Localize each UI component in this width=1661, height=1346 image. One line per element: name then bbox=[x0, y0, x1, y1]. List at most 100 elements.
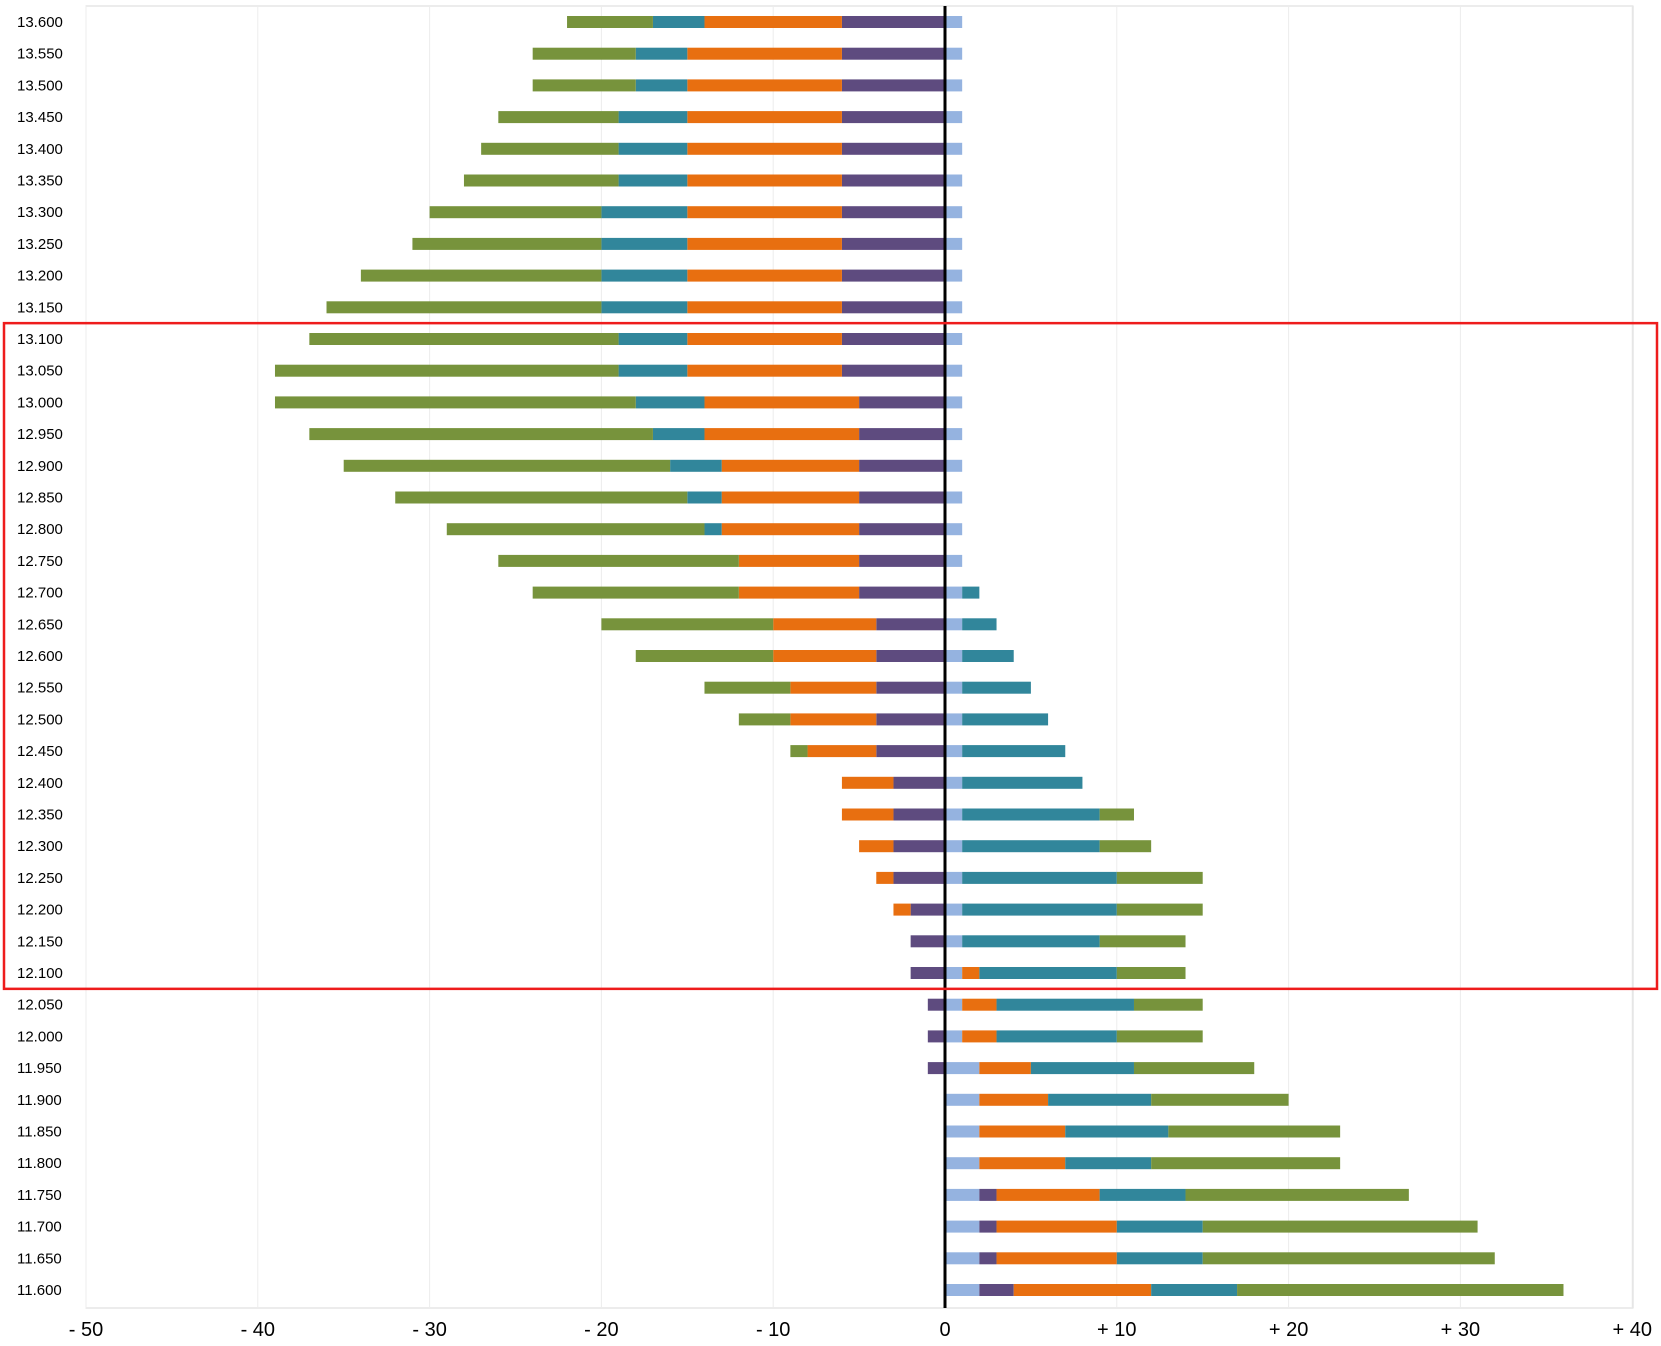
bar-segment-teal bbox=[1099, 1188, 1186, 1201]
bar-segment-green bbox=[395, 491, 688, 504]
bar-segment-orange bbox=[704, 428, 860, 441]
bar-segment-green bbox=[1133, 998, 1203, 1011]
bar-segment-teal bbox=[962, 713, 1049, 726]
x-tick-label: + 10 bbox=[1097, 1319, 1136, 1341]
bar-segment-purple bbox=[979, 1284, 1014, 1296]
y-tick-label: 12.050 bbox=[17, 997, 63, 1014]
bar-segment-lightblue bbox=[945, 713, 963, 726]
bar-segment-teal bbox=[996, 1030, 1117, 1043]
y-tick-label: 11.900 bbox=[17, 1092, 62, 1109]
bar-segment-green bbox=[309, 428, 653, 441]
bar-segment-purple bbox=[876, 713, 945, 726]
bar-segment-green bbox=[309, 333, 619, 345]
y-tick-labels: 13.600 13.550 13.500 13.450 13.400 13.350 13.3… bbox=[17, 14, 63, 1299]
bar-segment-green bbox=[1185, 1188, 1409, 1201]
bar-segment-teal bbox=[962, 745, 1066, 758]
bar-segment-green bbox=[1202, 1252, 1495, 1265]
bar-segment-green bbox=[274, 364, 619, 377]
bar-segment-green bbox=[567, 16, 653, 28]
bar-segment-orange bbox=[996, 1220, 1117, 1233]
bar-segment-purple bbox=[927, 998, 945, 1011]
bar-segment-orange bbox=[979, 1062, 1031, 1075]
bar-segment-lightblue bbox=[945, 967, 963, 979]
bar-segment-orange bbox=[687, 269, 842, 282]
bar-segment-purple bbox=[876, 618, 945, 631]
highlight-box bbox=[2, 321, 1659, 991]
x-tick-label: - 50 bbox=[69, 1319, 103, 1341]
bar-segment-orange bbox=[773, 650, 877, 662]
bar-segment-orange bbox=[687, 111, 842, 124]
bar-segment-orange bbox=[962, 1030, 997, 1043]
bar-segment-green bbox=[274, 396, 636, 409]
bar-segment-green bbox=[1116, 903, 1203, 916]
bar-segment-teal bbox=[1151, 1284, 1238, 1296]
bar-segment-lightblue bbox=[945, 47, 963, 60]
bar-segment-orange bbox=[979, 1093, 1049, 1106]
bar-segment-teal bbox=[670, 459, 722, 472]
bars bbox=[274, 16, 1564, 1296]
grid-lines bbox=[85, 6, 1633, 1308]
bar-segment-orange bbox=[687, 142, 842, 155]
bar-segment-teal bbox=[618, 142, 688, 155]
bar-segment-lightblue bbox=[945, 333, 963, 345]
bar-segment-lightblue bbox=[945, 142, 963, 155]
bar-segment-green bbox=[481, 142, 619, 155]
bar-segment-purple bbox=[841, 16, 945, 28]
x-tick-label: + 40 bbox=[1612, 1319, 1651, 1341]
bar-segment-orange bbox=[687, 237, 842, 250]
bar-segment-teal bbox=[962, 935, 1100, 948]
bar-segment-teal bbox=[962, 681, 1031, 694]
bar-segment-green bbox=[532, 586, 739, 599]
bar-segment-lightblue bbox=[945, 269, 963, 282]
y-tick-label: 12.650 bbox=[17, 616, 63, 633]
bar-segment-purple bbox=[841, 174, 945, 187]
y-tick-label: 12.950 bbox=[17, 426, 63, 443]
bar-segment-green bbox=[360, 269, 602, 282]
bar-segment-teal bbox=[652, 16, 705, 28]
bar-segment-purple bbox=[876, 681, 945, 694]
bar-segment-green bbox=[326, 301, 602, 314]
bar-segment-purple bbox=[841, 111, 945, 124]
y-tick-label: 13.550 bbox=[17, 46, 63, 63]
bar-segment-lightblue bbox=[945, 935, 963, 948]
y-tick-label: 13.350 bbox=[17, 173, 63, 190]
bar-segment-lightblue bbox=[945, 776, 963, 789]
bar-segment-lightblue bbox=[945, 301, 963, 314]
bar-segment-lightblue bbox=[945, 618, 963, 631]
bar-segment-teal bbox=[618, 333, 688, 345]
x-tick-label: - 20 bbox=[584, 1319, 618, 1341]
y-tick-label: 12.400 bbox=[17, 775, 63, 792]
bar-segment-purple bbox=[893, 776, 945, 789]
bar-segment-green bbox=[532, 79, 636, 92]
bar-segment-teal bbox=[962, 808, 1100, 821]
x-tick-label: - 30 bbox=[412, 1319, 446, 1341]
bar-segment-lightblue bbox=[945, 428, 963, 441]
bar-segment-green bbox=[343, 459, 671, 472]
bar-segment-purple bbox=[859, 428, 945, 441]
bar-segment-lightblue bbox=[945, 681, 963, 694]
bar-segment-orange bbox=[738, 586, 860, 599]
bar-segment-teal bbox=[618, 174, 688, 187]
bar-segment-green bbox=[601, 618, 774, 631]
x-tick-label: - 10 bbox=[756, 1319, 790, 1341]
y-tick-label: 12.750 bbox=[17, 553, 63, 570]
y-tick-label: 13.400 bbox=[17, 141, 63, 158]
bar-segment-green bbox=[498, 554, 739, 567]
bar-segment-green bbox=[1151, 1093, 1289, 1106]
bar-segment-lightblue bbox=[945, 396, 963, 409]
bar-segment-orange bbox=[962, 998, 997, 1011]
bar-segment-lightblue bbox=[945, 650, 963, 662]
bar-segment-teal bbox=[1048, 1093, 1152, 1106]
bar-segment-purple bbox=[859, 491, 945, 504]
bar-segment-orange bbox=[738, 554, 860, 567]
bar-segment-lightblue bbox=[945, 1093, 980, 1106]
bar-segment-lightblue bbox=[945, 586, 963, 599]
bar-segment-lightblue bbox=[945, 840, 963, 853]
bar-segment-purple bbox=[841, 237, 945, 250]
bar-segment-lightblue bbox=[945, 1157, 980, 1170]
bar-segment-teal bbox=[704, 523, 722, 536]
bar-segment-purple bbox=[841, 301, 945, 314]
y-tick-label: 12.450 bbox=[17, 743, 63, 760]
bar-segment-teal bbox=[962, 586, 980, 599]
bar-segment-orange bbox=[979, 1157, 1066, 1170]
